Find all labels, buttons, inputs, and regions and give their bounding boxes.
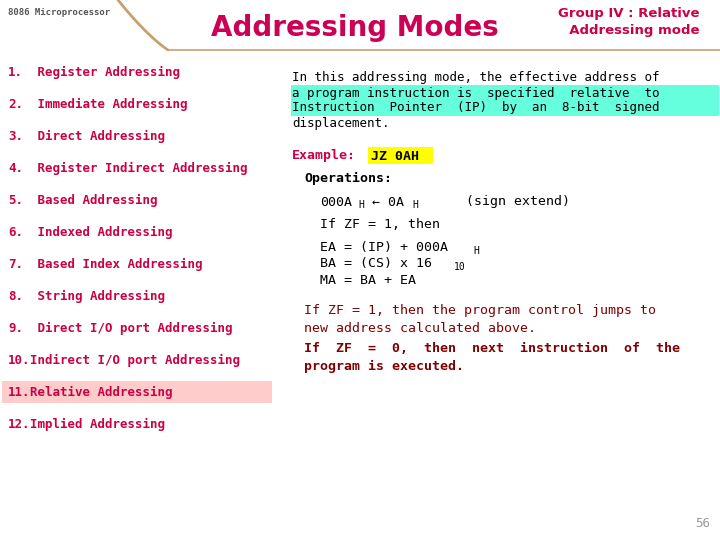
Text: 7.: 7. xyxy=(8,258,23,271)
Text: 1.: 1. xyxy=(8,65,23,78)
Text: ← 0A: ← 0A xyxy=(364,195,404,208)
Text: 12.: 12. xyxy=(8,417,30,430)
Text: H: H xyxy=(358,200,364,210)
Text: 11.: 11. xyxy=(8,386,30,399)
Text: a program instruction is  specified  relative  to: a program instruction is specified relat… xyxy=(292,86,660,99)
Text: Implied Addressing: Implied Addressing xyxy=(30,417,165,430)
Text: EA = (IP) + 000A: EA = (IP) + 000A xyxy=(320,241,448,254)
Text: JZ 0AH: JZ 0AH xyxy=(371,150,419,163)
Text: Direct Addressing: Direct Addressing xyxy=(30,130,165,143)
Text: Operations:: Operations: xyxy=(304,172,392,185)
Text: 2.: 2. xyxy=(8,98,23,111)
Text: Addressing Modes: Addressing Modes xyxy=(211,14,499,42)
Text: 3.: 3. xyxy=(8,130,23,143)
Text: Register Indirect Addressing: Register Indirect Addressing xyxy=(30,161,248,174)
Text: 10: 10 xyxy=(454,262,466,272)
Text: displacement.: displacement. xyxy=(292,117,390,130)
Text: Indirect I/O port Addressing: Indirect I/O port Addressing xyxy=(30,354,240,367)
Text: String Addressing: String Addressing xyxy=(30,289,165,302)
FancyBboxPatch shape xyxy=(368,147,433,164)
Text: BA = (CS) x 16: BA = (CS) x 16 xyxy=(320,258,432,271)
Text: MA = BA + EA: MA = BA + EA xyxy=(320,273,416,287)
Text: If ZF = 1, then the program control jumps to
new address calculated above.: If ZF = 1, then the program control jump… xyxy=(304,304,656,335)
Text: Indexed Addressing: Indexed Addressing xyxy=(30,226,173,239)
Text: H: H xyxy=(412,200,418,210)
Text: 10.: 10. xyxy=(8,354,30,367)
Text: 56: 56 xyxy=(695,517,710,530)
Text: Immediate Addressing: Immediate Addressing xyxy=(30,97,187,111)
Text: Register Addressing: Register Addressing xyxy=(30,65,180,78)
Text: 4.: 4. xyxy=(8,161,23,174)
Text: H: H xyxy=(473,246,479,256)
FancyBboxPatch shape xyxy=(291,85,719,101)
Text: (sign extend): (sign extend) xyxy=(418,195,570,208)
Text: Group IV : Relative
  Addressing mode: Group IV : Relative Addressing mode xyxy=(559,7,700,37)
Text: 8086 Microprocessor: 8086 Microprocessor xyxy=(8,8,110,17)
Text: Relative Addressing: Relative Addressing xyxy=(30,386,173,399)
Text: 9.: 9. xyxy=(8,321,23,334)
Text: If  ZF  =  0,  then  next  instruction  of  the
program is executed.: If ZF = 0, then next instruction of the … xyxy=(304,342,680,373)
FancyBboxPatch shape xyxy=(291,100,719,116)
Text: If ZF = 1, then: If ZF = 1, then xyxy=(320,218,440,231)
Text: In this addressing mode, the effective address of: In this addressing mode, the effective a… xyxy=(292,71,660,84)
Text: Instruction  Pointer  (IP)  by  an  8-bit  signed: Instruction Pointer (IP) by an 8-bit sig… xyxy=(292,102,660,114)
Text: 5.: 5. xyxy=(8,193,23,206)
FancyBboxPatch shape xyxy=(2,381,272,403)
Text: Direct I/O port Addressing: Direct I/O port Addressing xyxy=(30,321,233,335)
Text: Example:: Example: xyxy=(292,150,356,163)
Text: Based Index Addressing: Based Index Addressing xyxy=(30,258,202,271)
Text: Based Addressing: Based Addressing xyxy=(30,193,158,206)
Text: 8.: 8. xyxy=(8,289,23,302)
Text: 000A: 000A xyxy=(320,195,352,208)
Text: 6.: 6. xyxy=(8,226,23,239)
